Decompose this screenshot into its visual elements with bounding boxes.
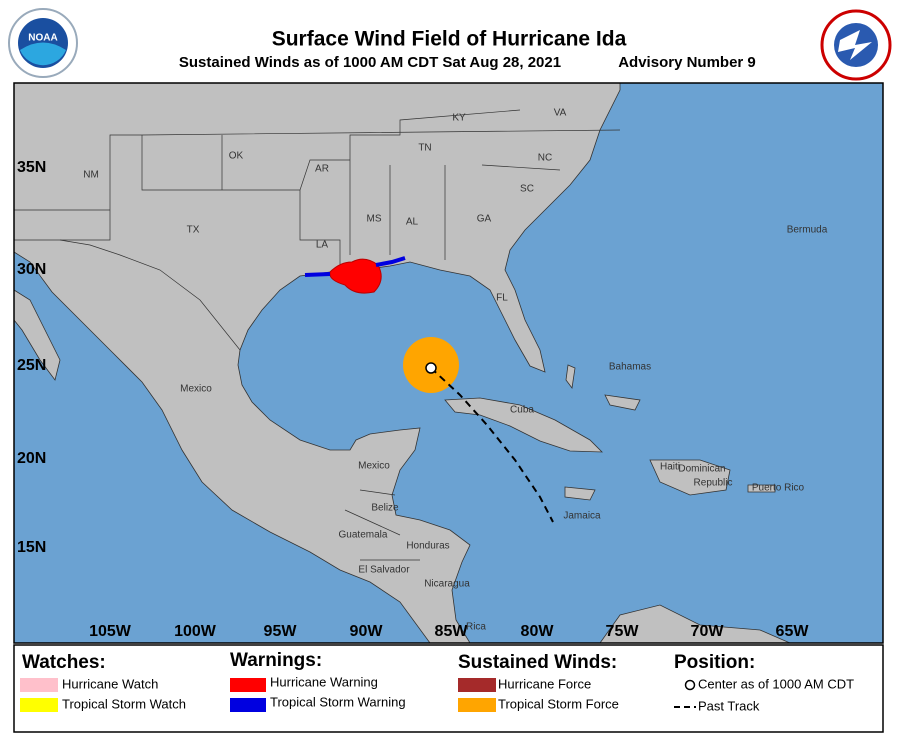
legend-swatch [458,678,496,692]
place-label: AR [315,164,329,175]
longitude-label: 85W [435,623,469,640]
legend-item: Hurricane Warning [270,674,378,689]
storm-center [425,362,437,374]
legend-item: Past Track [698,698,760,713]
place-label: Cuba [510,405,534,416]
latitude-label: 25N [17,357,46,374]
place-label: Guatemala [339,530,388,541]
legend-swatch [230,698,266,712]
place-label: NC [538,153,552,164]
place-label: TX [187,225,200,236]
legend-title: Sustained Winds: [458,652,617,673]
place-label: OK [229,151,244,162]
legend-box [13,644,884,733]
subtitle: Sustained Winds as of 1000 AM CDT Sat Au… [179,54,561,71]
place-label: Belize [371,503,399,514]
noaa-logo: NOAA [8,8,78,78]
legend-item: Tropical Storm Force [498,696,619,711]
longitude-label: 75W [606,623,640,640]
place-label: Mexico [180,384,212,395]
map-frame [13,82,884,644]
place-label: Nicaragua [424,579,470,590]
legend-title: Watches: [22,652,106,673]
place-label: Puerto Rico [752,483,805,494]
place-label: Mexico [358,461,390,472]
place-label: VA [554,108,567,119]
longitude-label: 90W [350,623,384,640]
latitude-label: 35N [17,159,46,176]
legend-title: Position: [674,652,755,673]
place-label: Republic [694,478,733,489]
place-label: KY [452,113,466,124]
place-label: El Salvador [358,565,410,576]
legend-item: Tropical Storm Warning [270,694,406,709]
title: Surface Wind Field of Hurricane Ida [272,28,627,51]
nws-logo [820,9,892,81]
legend-swatch [458,698,496,712]
place-label: Haiti [660,462,680,473]
legend-item: Hurricane Watch [62,676,158,691]
latitude-label: 15N [17,539,46,556]
place-label: Bermuda [787,225,828,236]
legend-swatch [20,698,58,712]
longitude-label: 105W [89,623,132,640]
place-label: MS [367,214,382,225]
longitude-label: 80W [521,623,555,640]
place-label: NM [83,170,99,181]
place-label: FL [496,293,508,304]
longitude-label: 65W [776,623,810,640]
advisory: Advisory Number 9 [618,54,756,71]
legend-item: Tropical Storm Watch [62,696,186,711]
place-label: Honduras [406,541,449,552]
longitude-label: 95W [264,623,298,640]
logo-text: NOAA [28,33,57,44]
longitude-label: 100W [174,623,217,640]
place-label: Bahamas [609,362,651,373]
legend-title: Warnings: [230,650,322,671]
latitude-label: 20N [17,450,46,467]
legend-swatch [20,678,58,692]
place-label: Jamaica [563,511,601,522]
legend-item: Hurricane Force [498,676,591,691]
longitude-label: 70W [691,623,725,640]
legend-center-symbol [684,679,696,691]
map: 35N 30N 25N 20N 15N 105W 100W 95W 90W 85W 80W 75W 70… [14,83,883,643]
past-track [430,367,554,523]
tropical-storm-warning [304,256,406,277]
place-label: SC [520,184,534,195]
latitude-label: 30N [17,261,46,278]
place-label: Rica [466,622,486,633]
place-label: GA [477,214,492,225]
place-label: TN [418,143,431,154]
place-label: AL [406,217,419,228]
place-label: Dominican [678,464,725,475]
legend-item: Center as of 1000 AM CDT [698,676,854,691]
place-label: LA [316,240,329,251]
legend-swatch [230,678,266,692]
